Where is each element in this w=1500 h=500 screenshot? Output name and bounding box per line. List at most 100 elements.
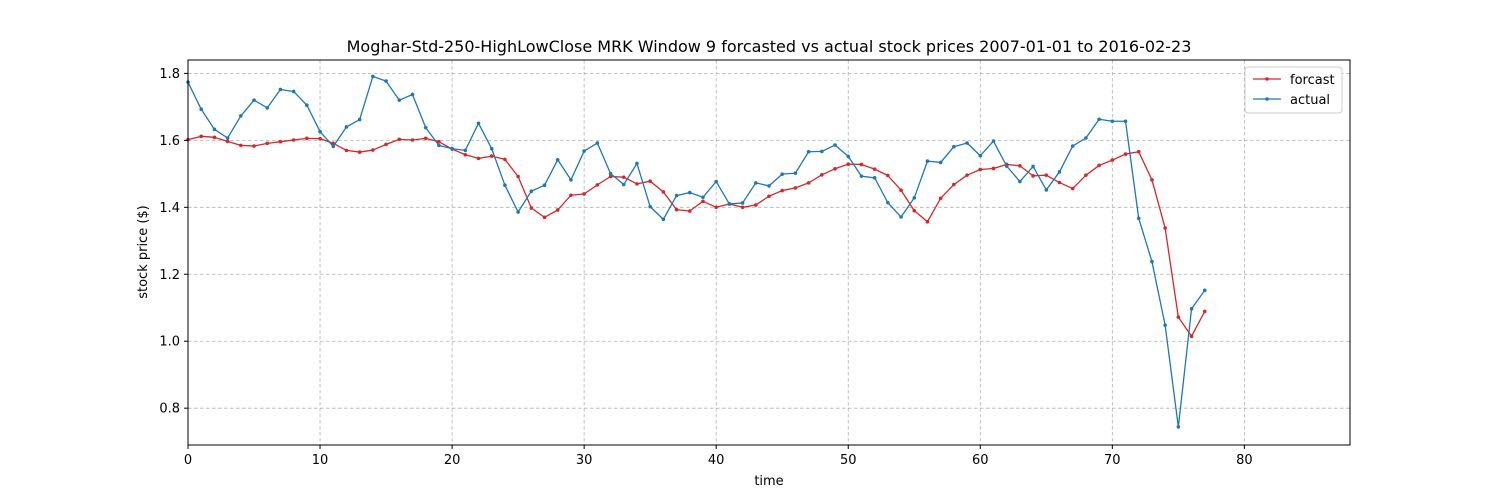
point-forcast — [899, 188, 903, 193]
point-actual — [555, 157, 560, 162]
point-actual — [397, 98, 402, 102]
y-tick-label: 1.4 — [159, 201, 180, 216]
point-actual — [305, 103, 309, 107]
point-actual — [489, 146, 494, 151]
point-forcast — [767, 194, 771, 199]
point-forcast — [265, 141, 270, 146]
point-forcast — [886, 173, 890, 178]
point-actual — [1189, 306, 1194, 311]
point-forcast — [582, 192, 586, 196]
point-forcast — [516, 174, 520, 179]
point-actual — [331, 144, 336, 149]
point-forcast — [1150, 178, 1154, 182]
point-forcast — [199, 134, 203, 139]
point-actual — [516, 210, 520, 214]
point-forcast — [674, 207, 679, 212]
point-actual — [569, 178, 573, 182]
point-actual — [318, 129, 322, 134]
point-forcast — [793, 186, 798, 190]
point-forcast — [569, 193, 573, 198]
point-actual — [714, 179, 718, 184]
point-forcast — [503, 157, 507, 162]
point-actual — [371, 74, 375, 79]
x-tick-label: 50 — [840, 453, 857, 468]
point-actual — [820, 149, 824, 154]
point-actual — [621, 182, 626, 187]
point-forcast — [859, 162, 864, 167]
point-actual — [595, 141, 600, 145]
point-actual — [674, 193, 679, 198]
point-actual — [740, 201, 745, 205]
point-actual — [239, 114, 243, 118]
point-forcast — [965, 173, 969, 177]
point-actual — [1097, 117, 1101, 122]
point-actual — [925, 159, 930, 163]
point-actual — [423, 125, 428, 130]
axis-ticks: 0 10 20 30 40 50 60 70 80 0.8 1.0 1.2 1.4 1.6 1.8 — [159, 67, 1252, 468]
point-actual — [938, 160, 943, 165]
point-forcast — [1070, 186, 1075, 191]
x-axis-label: time — [754, 474, 783, 489]
point-actual — [1004, 164, 1009, 168]
point-actual — [952, 144, 956, 149]
point-actual — [344, 125, 349, 129]
x-tick-label: 30 — [576, 453, 593, 468]
point-actual — [899, 215, 903, 219]
point-actual — [1176, 425, 1181, 429]
point-actual — [793, 171, 798, 175]
point-forcast — [476, 156, 481, 161]
point-actual — [503, 183, 507, 188]
point-forcast — [740, 205, 745, 210]
point-actual — [450, 146, 454, 151]
x-tick-label: 60 — [972, 453, 989, 468]
point-forcast — [978, 167, 983, 172]
x-tick-label: 20 — [444, 453, 461, 468]
point-forcast — [925, 219, 930, 224]
point-forcast — [1084, 173, 1088, 177]
point-actual — [991, 139, 996, 143]
point-actual — [661, 217, 666, 222]
x-tick-label: 70 — [1104, 453, 1121, 468]
point-actual — [437, 143, 441, 148]
point-actual — [859, 174, 864, 178]
point-forcast — [1044, 173, 1049, 177]
plot-frame — [187, 59, 1351, 446]
point-forcast — [820, 173, 824, 177]
y-tick-label: 1.6 — [159, 134, 180, 149]
point-forcast — [1123, 152, 1128, 156]
point-actual — [1057, 170, 1062, 174]
point-forcast — [542, 215, 547, 220]
point-forcast — [529, 206, 534, 210]
point-forcast — [595, 183, 600, 187]
point-actual — [1070, 144, 1075, 148]
point-actual — [965, 141, 969, 145]
point-forcast — [780, 188, 784, 193]
point-forcast — [463, 152, 468, 157]
point-actual — [199, 107, 203, 112]
point-actual — [806, 149, 811, 154]
series-line-forcast — [187, 135, 1206, 337]
point-forcast — [1189, 334, 1194, 339]
point-actual — [701, 195, 705, 200]
point-forcast — [252, 144, 256, 148]
point-actual — [978, 153, 983, 158]
point-actual — [648, 204, 652, 209]
x-tick-label: 80 — [1236, 453, 1253, 468]
point-actual — [278, 87, 283, 92]
point-forcast — [239, 143, 243, 148]
point-forcast — [555, 208, 560, 212]
point-actual — [1150, 259, 1154, 264]
point-forcast — [846, 162, 851, 166]
point-actual — [291, 89, 296, 94]
point-forcast — [661, 190, 666, 194]
point-forcast — [952, 182, 956, 187]
point-forcast — [344, 148, 349, 153]
point-actual — [252, 98, 256, 102]
legend-label-actual: actual — [1290, 93, 1330, 108]
point-forcast — [384, 142, 388, 147]
point-forcast — [648, 179, 652, 183]
point-actual — [1044, 188, 1049, 192]
x-tick-label: 40 — [708, 453, 725, 468]
point-actual — [846, 154, 851, 159]
